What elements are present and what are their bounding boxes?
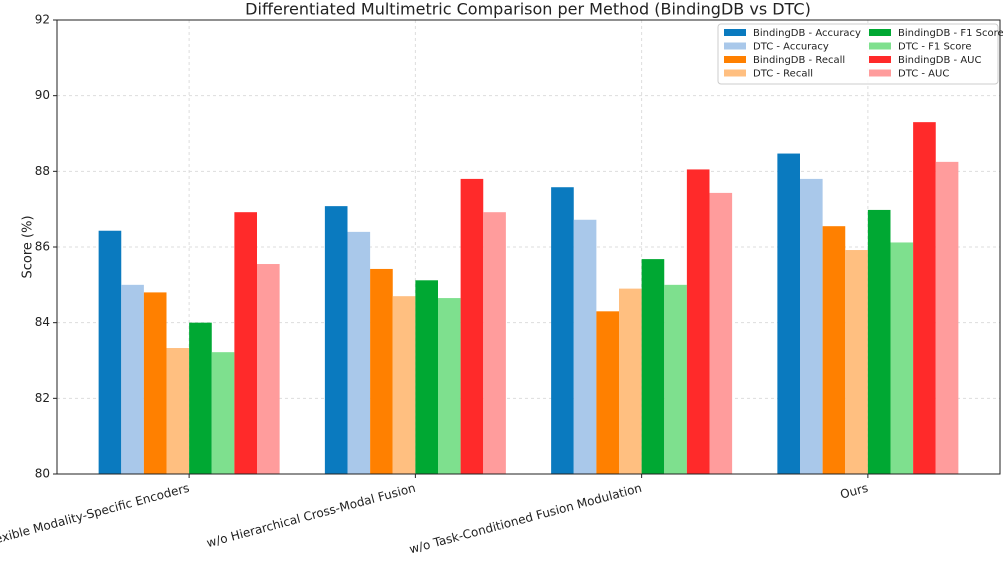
x-tick-label: Ours [839,481,870,502]
legend-swatch [869,56,891,63]
plot-frame [56,19,1001,475]
legend-swatch [869,29,891,36]
legend-label: BindingDB - F1 Score [898,28,1003,39]
bar [189,322,212,474]
bar [234,212,258,474]
chart-title: Differentiated Multimetric Comparison pe… [245,0,811,19]
bar [913,122,936,475]
bar [211,352,235,474]
legend-swatch [724,42,746,50]
legend-label: DTC - Recall [753,69,813,80]
legend: BindingDB - Accuracy DTC - Accuracy Bindin… [717,23,1003,85]
bar [596,311,619,474]
legend-swatch [724,69,746,77]
bar [257,264,280,474]
legend-label: BindingDB - AUC [898,55,981,66]
legend-box [717,23,999,85]
y-axis-label: Score (%) [21,215,36,278]
legend-label: BindingDB - Recall [753,55,845,66]
legend-label: BindingDB - Accuracy [753,28,861,39]
bar [98,230,122,474]
bar [370,268,393,474]
bar [324,206,348,474]
bar [867,209,891,474]
legend-label: DTC - F1 Score [898,42,971,53]
bar [121,284,144,474]
bar [392,296,416,474]
bar [415,280,439,474]
bar [618,288,642,474]
bar [347,231,371,474]
legend-swatch [869,69,891,77]
x-tick-label: w/o Hierarchical Cross-Modal Fusion [205,481,417,550]
bar [845,250,868,474]
legend-label: DTC - AUC [898,69,949,80]
bar [709,192,733,475]
legend-swatch [869,42,891,50]
y-tick-label: 84 [35,315,50,329]
legend-swatch [724,29,746,36]
y-tick-label: 92 [35,13,50,27]
bar [935,161,959,474]
x-tick-label: w/o Flexible Modality-Specific Encoders [0,481,191,556]
bar [777,153,800,474]
bar [166,348,190,474]
bar [686,169,710,475]
y-tick-label: 80 [35,467,50,481]
bar [483,212,506,474]
y-tick-label: 82 [35,391,50,405]
bar [822,226,846,474]
bar [799,178,823,474]
legend-label: DTC - Accuracy [753,42,829,53]
x-tick-label: w/o Task-Conditioned Fusion Modulation [408,481,644,557]
bar [890,242,914,474]
legend-swatch [724,56,746,63]
y-tick-label: 88 [35,164,50,178]
y-tick-label: 90 [35,88,50,102]
bar [143,292,167,474]
bar [551,187,574,474]
bar [573,219,597,474]
y-tick-label: 86 [35,240,50,254]
bar [460,178,484,474]
bar [641,259,665,474]
bar [438,298,461,474]
bar [664,284,687,474]
